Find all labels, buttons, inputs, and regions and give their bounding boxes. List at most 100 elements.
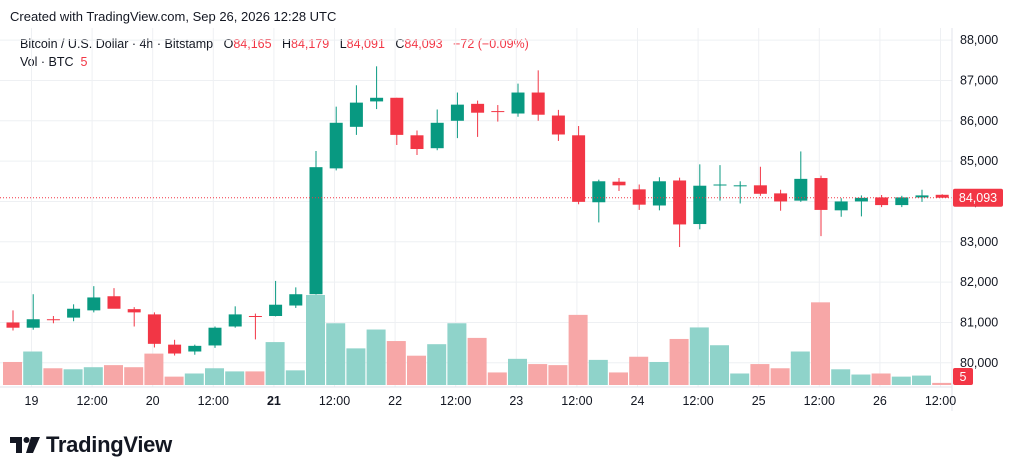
price-tick-label: 88,000 [960, 33, 998, 47]
volume-bar [63, 369, 83, 385]
candle-body [632, 189, 646, 205]
price-tick-label: 81,000 [960, 315, 998, 329]
candle-body [814, 178, 828, 210]
volume-bar [528, 364, 548, 385]
time-tick-label: 12:00 [804, 394, 835, 408]
candle-body [733, 185, 747, 187]
price-tick-label: 85,000 [960, 154, 998, 168]
candle-body [329, 122, 343, 169]
time-axis[interactable]: 19 12:00 20 12:00 21 12:00 22 12:00 23 12:00 24 12:… [25, 394, 957, 408]
candle-body [410, 135, 424, 150]
candle-body [592, 181, 606, 203]
candle-body [753, 185, 767, 194]
candle-body [471, 103, 485, 113]
price-axis[interactable]: 88,00087,00086,00085,00084,00083,00082,0… [960, 33, 998, 370]
volume-bar [891, 376, 911, 385]
volume-bar [346, 348, 366, 385]
volume-label[interactable]: Vol · BTC [20, 55, 74, 69]
volume-bar [831, 369, 851, 385]
price-tick-label: 82,000 [960, 275, 998, 289]
last-price-label-bg [953, 188, 1003, 207]
volume-bar [366, 329, 386, 385]
volume-bar [689, 327, 709, 385]
candle-body [875, 197, 889, 206]
time-tick-label: 26 [873, 394, 887, 408]
volume-bar [285, 370, 305, 385]
last-price-label: 84,093 [959, 191, 997, 205]
candle-body [269, 304, 283, 317]
price-tick-label: 80,000 [960, 356, 998, 370]
tradingview-logo-icon [10, 437, 40, 453]
chart-grid [0, 28, 952, 387]
candle-body [693, 185, 707, 225]
volume-bar [467, 337, 487, 385]
volume-bar [851, 374, 871, 385]
volume-bar [508, 358, 527, 385]
price-tick-label: 87,000 [960, 73, 998, 87]
volume-bar [649, 361, 669, 385]
candle-body [107, 296, 121, 309]
candle-body [228, 314, 242, 327]
candle-body [895, 197, 909, 206]
candle-body [713, 184, 727, 186]
price-tick-label: 83,000 [960, 235, 998, 249]
candle-body [26, 319, 40, 328]
candle-body [168, 344, 182, 354]
candle-body [430, 122, 444, 149]
candle-body [87, 297, 101, 311]
candle-body [572, 135, 586, 202]
axis-value-labels: 84,093 5 [953, 188, 1003, 385]
volume-bar [548, 365, 568, 385]
time-tick-label: 25 [752, 394, 766, 408]
candle-body [248, 316, 262, 318]
created-with-text: Created with TradingView.com, Sep 26, 20… [10, 9, 337, 24]
time-tick-label: 12:00 [198, 394, 229, 408]
candle-body [551, 115, 565, 135]
volume-bar [3, 361, 22, 385]
volume-bar [770, 368, 790, 385]
volume-bar [43, 368, 63, 385]
candle-body [612, 181, 626, 186]
candle-body [511, 92, 525, 114]
volume-bar [932, 382, 952, 385]
price-tick-label: 86,000 [960, 114, 998, 128]
time-tick-label: 23 [509, 394, 523, 408]
volume-bar [730, 373, 750, 385]
time-tick-label: 12:00 [440, 394, 471, 408]
candle-body [370, 97, 384, 102]
volume-bar [609, 372, 628, 385]
candle-body [289, 294, 303, 306]
time-tick-label: 22 [388, 394, 402, 408]
volume-bar [124, 367, 144, 385]
volume-bar [407, 355, 426, 385]
time-tick-label: 12:00 [319, 394, 350, 408]
volume-bar [790, 351, 810, 385]
volume-bar [568, 314, 588, 385]
price-chart[interactable]: 88,00087,00086,00085,00084,00083,00082,0… [0, 0, 1024, 420]
volume-bar [386, 341, 406, 385]
high-label: H [282, 37, 292, 51]
tradingview-logo[interactable]: TradingView [10, 432, 172, 458]
candle-body [309, 167, 323, 295]
volume-bar [588, 359, 608, 385]
time-tick-label: 21 [267, 394, 281, 408]
tradingview-wordmark: TradingView [46, 432, 172, 457]
open-label: O [223, 37, 234, 51]
time-tick-label: 12:00 [925, 394, 956, 408]
time-tick-label: 24 [631, 394, 645, 408]
time-tick-label: 12:00 [76, 394, 107, 408]
volume-bar [104, 365, 123, 385]
close-label: C [395, 37, 405, 51]
volume-bar [83, 367, 103, 385]
volume-bar [184, 373, 204, 385]
candle-body [127, 309, 141, 313]
candle-body [450, 104, 464, 121]
volume-bar [225, 371, 245, 385]
candle-body [390, 97, 404, 135]
volume-bar [710, 345, 729, 385]
volume-bar [205, 368, 224, 385]
volume-bar [750, 364, 770, 385]
volume-bar [487, 372, 507, 385]
last-volume-label: 5 [960, 370, 967, 384]
volume-bar [871, 373, 891, 385]
